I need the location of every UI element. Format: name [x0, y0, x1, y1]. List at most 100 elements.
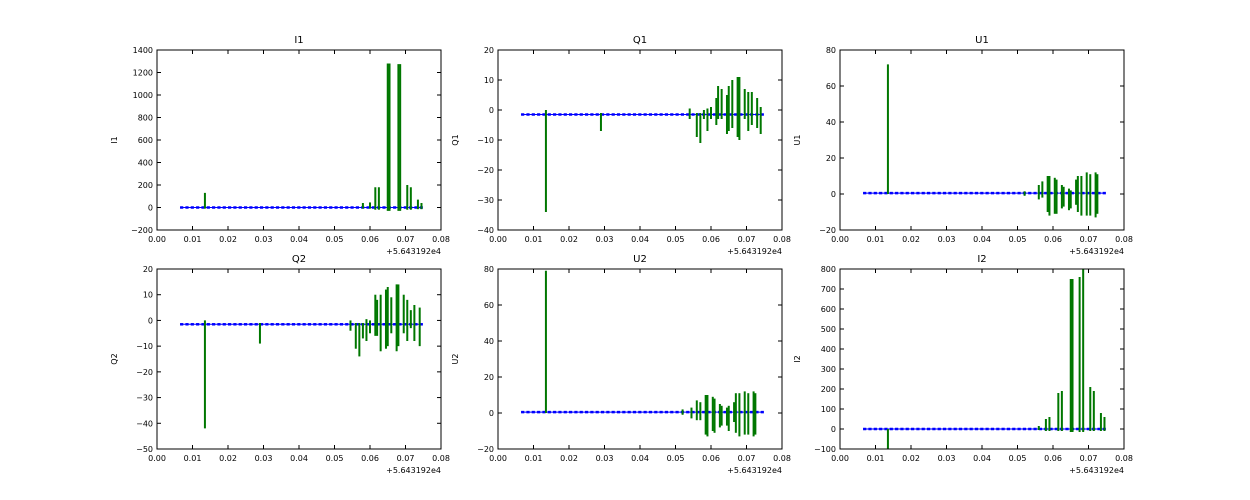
x-offset-label: +5.643192e4: [1069, 247, 1124, 256]
y-tick-label: −40: [136, 419, 153, 428]
x-tick-label: 0.02: [219, 454, 237, 463]
x-tick-label: 0.03: [255, 235, 273, 244]
chart-title: U1: [975, 35, 989, 46]
x-tick-label: 0.02: [560, 454, 578, 463]
x-tick-label: 0.04: [290, 454, 308, 463]
x-tick-label: 0.08: [773, 454, 791, 463]
y-tick-label: −20: [136, 368, 153, 377]
y-tick-label: −20: [477, 166, 494, 175]
y-tick-label: 400: [821, 345, 836, 354]
plot-area: [863, 269, 1106, 449]
x-tick-label: 0.00: [148, 454, 166, 463]
y-tick-label: −200: [131, 226, 153, 235]
y-tick-label: 600: [821, 305, 836, 314]
x-tick-label: 0.05: [1009, 454, 1027, 463]
x-tick-label: 0.08: [432, 454, 450, 463]
y-tick-label: 800: [821, 265, 836, 274]
y-tick-label: 200: [138, 181, 153, 190]
plot-area: [180, 284, 423, 429]
y-tick-label: −50: [136, 445, 153, 454]
x-tick-label: 0.05: [326, 235, 344, 244]
x-tick-label: 0.01: [525, 235, 543, 244]
y-tick-label: 0: [148, 316, 153, 325]
y-tick-label: −30: [477, 196, 494, 205]
x-tick-label: 0.03: [596, 235, 614, 244]
y-axis-label: I1: [110, 136, 119, 143]
y-tick-label: 800: [138, 114, 153, 123]
y-tick-label: 40: [826, 118, 836, 127]
y-tick-label: 1400: [133, 46, 153, 55]
y-tick-label: 40: [484, 337, 494, 346]
x-tick-label: 0.00: [489, 235, 507, 244]
y-axis-label: U2: [451, 354, 460, 365]
y-tick-label: −20: [477, 445, 494, 454]
subplot-i2: 0.00 0.01 0.02 0.03 0.04 0.05 0.06 0.07 0.08 −100…: [793, 254, 1133, 475]
x-tick-label: 0.01: [184, 235, 202, 244]
y-tick-label: 400: [138, 159, 153, 168]
y-tick-label: 500: [821, 325, 836, 334]
x-tick-label: 0.06: [361, 235, 379, 244]
subplot-q1: 0.00 0.01 0.02 0.03 0.04 0.05 0.06 0.07 0.08 −40 −…: [451, 35, 791, 256]
y-tick-label: −30: [136, 394, 153, 403]
axes-frame: [839, 268, 1125, 450]
y-tick-label: 100: [821, 405, 836, 414]
x-tick-label: 0.06: [702, 454, 720, 463]
subplot-q2: 0.00 0.01 0.02 0.03 0.04 0.05 0.06 0.07 0.08 −50 −…: [110, 254, 450, 475]
y-tick-label: 0: [148, 204, 153, 213]
y-tick-label: 20: [484, 373, 494, 382]
subplot-u2: 0.00 0.01 0.02 0.03 0.04 0.05 0.06 0.07 0.08 −20 0…: [451, 254, 791, 475]
y-tick-label: −40: [477, 226, 494, 235]
x-tick-label: 0.02: [560, 235, 578, 244]
chart-title: I1: [294, 35, 303, 46]
chart-title: Q2: [292, 254, 306, 265]
y-tick-label: 300: [821, 365, 836, 374]
x-tick-label: 0.05: [667, 454, 685, 463]
x-tick-label: 0.07: [738, 235, 756, 244]
y-tick-label: 200: [821, 385, 836, 394]
x-tick-label: 0.01: [867, 235, 885, 244]
x-offset-label: +5.643192e4: [386, 247, 441, 256]
y-tick-label: 1000: [133, 91, 153, 100]
x-tick-label: 0.04: [973, 235, 991, 244]
x-tick-label: 0.02: [902, 235, 920, 244]
x-tick-label: 0.05: [1009, 235, 1027, 244]
x-tick-label: 0.03: [938, 235, 956, 244]
x-offset-label: +5.643192e4: [727, 466, 782, 475]
x-offset-label: +5.643192e4: [1069, 466, 1124, 475]
x-tick-label: 0.06: [361, 454, 379, 463]
y-axis-label: U1: [793, 135, 802, 146]
y-tick-label: 20: [143, 265, 153, 274]
y-tick-label: 700: [821, 285, 836, 294]
x-tick-label: 0.04: [631, 454, 649, 463]
y-tick-label: 1200: [133, 69, 153, 78]
plot-area: [521, 270, 764, 437]
x-tick-label: 0.07: [738, 454, 756, 463]
x-tick-label: 0.07: [1080, 235, 1098, 244]
x-tick-label: 0.05: [326, 454, 344, 463]
y-tick-label: −10: [477, 136, 494, 145]
y-tick-label: 80: [484, 265, 494, 274]
x-tick-label: 0.07: [397, 454, 415, 463]
x-tick-label: 0.06: [1044, 454, 1062, 463]
y-tick-label: 0: [831, 190, 836, 199]
y-axis-label: I2: [793, 355, 802, 362]
x-tick-label: 0.08: [432, 235, 450, 244]
subplot-u1: 0.00 0.01 0.02 0.03 0.04 0.05 0.06 0.07 0.08 −20 0…: [793, 35, 1133, 256]
x-tick-label: 0.02: [219, 235, 237, 244]
chart-title: Q1: [633, 35, 647, 46]
plot-area: [521, 77, 764, 212]
x-tick-label: 0.07: [1080, 454, 1098, 463]
x-offset-label: +5.643192e4: [386, 466, 441, 475]
subplot-i1: 0.00 0.01 0.02 0.03 0.04 0.05 0.06 0.07 0.08 −200…: [110, 35, 450, 256]
x-tick-label: 0.08: [1115, 235, 1133, 244]
y-tick-label: 60: [826, 82, 836, 91]
y-tick-label: 80: [826, 46, 836, 55]
x-tick-label: 0.06: [702, 235, 720, 244]
x-tick-label: 0.01: [525, 454, 543, 463]
x-tick-label: 0.07: [397, 235, 415, 244]
y-axis-label: Q2: [110, 353, 119, 364]
x-tick-label: 0.04: [631, 235, 649, 244]
y-tick-label: −20: [819, 226, 836, 235]
x-tick-label: 0.00: [831, 454, 849, 463]
x-tick-label: 0.08: [773, 235, 791, 244]
